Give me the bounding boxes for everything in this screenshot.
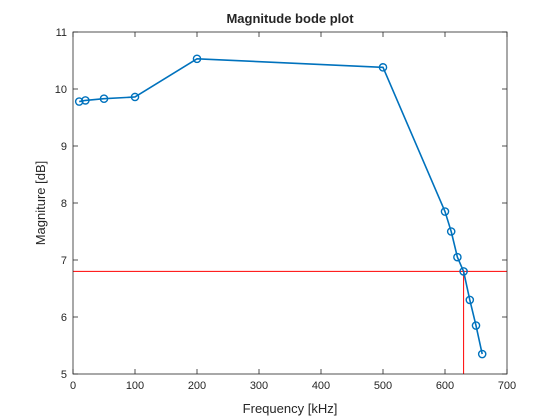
data-point [459,267,468,276]
y-axis-label: Magniture [dB] [33,161,48,246]
x-tick-label: 300 [250,380,268,392]
x-tick-label: 500 [374,380,392,392]
x-tick-label: 400 [312,380,330,392]
y-tick-label: 9 [61,141,67,153]
data-point [74,97,84,106]
y-tick-label: 6 [61,312,67,324]
data-point [378,63,388,72]
data-point [471,321,481,330]
y-tick-label: 8 [61,198,67,210]
x-tick-label: 0 [70,380,76,392]
chart-title: Magnitude bode plot [226,11,354,26]
series-line [79,57,483,355]
series-layer [74,54,487,359]
x-tick-label: 100 [126,380,144,392]
axes-layer: 0 100 200 300 400 500 600 700 5 6 7 8 9 10 11 [55,27,516,392]
x-axis-label: Frequency [kHz] [243,401,338,416]
data-point [192,54,202,64]
data-point [81,96,90,105]
x-tick-label: 600 [436,380,454,392]
y-tick-label: 5 [61,369,67,381]
plot-area [73,32,507,374]
data-point [477,349,487,359]
y-tick-label: 11 [56,27,67,39]
data-point [99,94,109,103]
data-point [440,207,450,216]
x-tick-label: 200 [188,380,206,392]
data-point [465,295,475,305]
data-point [453,252,462,262]
y-tick-label: 10 [55,84,67,96]
x-tick-label: 700 [498,380,516,392]
reference-lines [73,270,507,374]
data-point [130,92,140,102]
data-point [446,227,456,236]
y-tick-label: 7 [61,255,67,267]
